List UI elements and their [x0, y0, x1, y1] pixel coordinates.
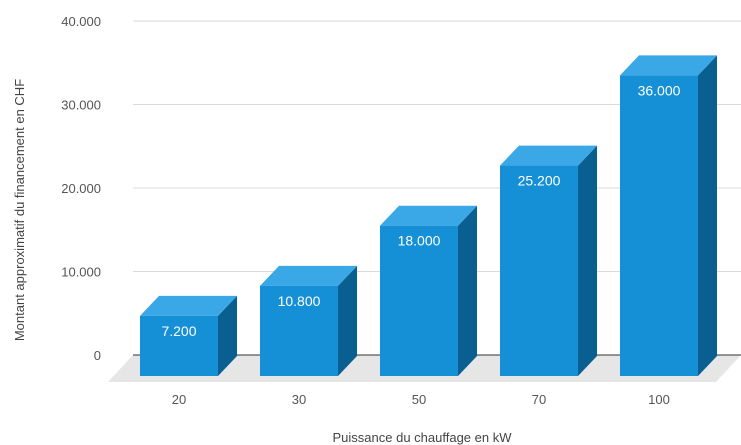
bar-value-label: 10.800 [278, 293, 321, 309]
bar-front [260, 285, 338, 376]
bar-top [140, 295, 237, 316]
bar-top [380, 205, 477, 226]
bar-front [620, 75, 698, 377]
bar-value-label: 36.000 [638, 82, 681, 98]
x-tick-label: 70 [532, 392, 546, 407]
y-tick-label: 10.000 [61, 265, 101, 280]
bar: 7.200 [140, 295, 237, 376]
bar-top [500, 145, 597, 166]
bar-front [380, 225, 458, 376]
bar-top [260, 265, 357, 286]
bar-side [698, 55, 717, 377]
y-axis-label: Montant approximatif du financement en C… [12, 79, 27, 341]
bar-value-label: 7.200 [161, 323, 196, 339]
bar-value-label: 18.000 [398, 233, 441, 249]
x-tick-label: 20 [172, 392, 186, 407]
bar-top [620, 55, 717, 76]
bar: 18.000 [380, 205, 477, 376]
bar-side [578, 145, 597, 376]
bar-front [500, 165, 578, 376]
x-tick-label: 30 [292, 392, 306, 407]
y-tick-label: 0 [94, 348, 101, 363]
y-tick-label: 20.000 [61, 181, 101, 196]
bars: 7.200 10.800 18.000 25.200 36.000 [140, 55, 717, 377]
bar-front [140, 315, 218, 376]
x-axis-label: Puissance du chauffage en kW [333, 430, 513, 445]
x-tick-label: 50 [412, 392, 426, 407]
y-axis-ticks: 0 10.000 20.000 30.000 40.000 [61, 14, 101, 363]
bar-value-label: 25.200 [518, 173, 561, 189]
bar: 10.800 [260, 265, 357, 376]
x-axis-ticks: 20 30 50 70 100 [172, 392, 670, 407]
bar-side [458, 205, 477, 376]
y-tick-label: 40.000 [61, 14, 101, 29]
bar: 25.200 [500, 145, 597, 376]
bar-side [218, 295, 237, 376]
bar-side [338, 265, 357, 376]
x-tick-label: 100 [648, 392, 670, 407]
bar: 36.000 [620, 55, 717, 377]
y-tick-label: 30.000 [61, 98, 101, 113]
